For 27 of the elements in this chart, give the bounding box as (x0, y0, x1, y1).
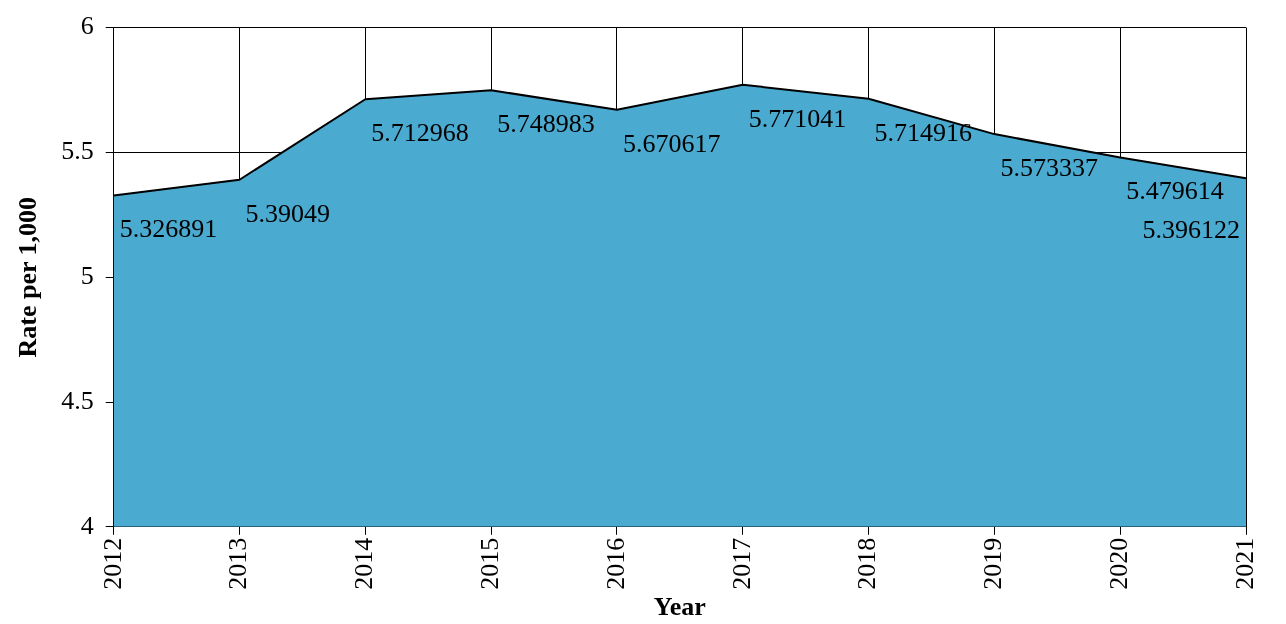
y-tick-label: 6 (80, 11, 94, 41)
x-axis-title: Year (653, 592, 706, 622)
data-label: 5.670617 (622, 128, 721, 158)
data-label: 5.748983 (497, 109, 595, 139)
x-tick-label: 2021 (1229, 537, 1259, 590)
data-label: 5.714916 (874, 117, 973, 147)
x-tick-label: 2018 (852, 537, 882, 590)
y-tick-label: 4.5 (61, 385, 94, 415)
x-tick-label: 2017 (726, 537, 756, 590)
x-tick-label: 2019 (978, 537, 1008, 590)
x-tick-label: 2020 (1104, 537, 1134, 590)
data-label: 5.573337 (1000, 152, 1098, 182)
x-tick-label: 2015 (474, 537, 504, 590)
data-label: 5.326891 (119, 214, 218, 244)
data-label: 5.479614 (1126, 176, 1224, 206)
y-tick-label: 5.5 (61, 136, 94, 166)
y-tick-label: 4 (80, 510, 94, 540)
x-tick-label: 2012 (97, 537, 127, 590)
x-tick-label: 2016 (600, 537, 630, 590)
data-label: 5.396122 (1142, 215, 1240, 245)
y-tick-label: 5 (80, 261, 94, 291)
y-axis-title: Rate per 1,000 (13, 196, 43, 358)
x-tick-label: 2013 (223, 537, 253, 590)
x-tick-label: 2014 (349, 537, 379, 590)
data-label: 5.712968 (371, 118, 469, 148)
data-label: 5.771041 (748, 103, 847, 133)
data-label: 5.39049 (245, 198, 331, 228)
